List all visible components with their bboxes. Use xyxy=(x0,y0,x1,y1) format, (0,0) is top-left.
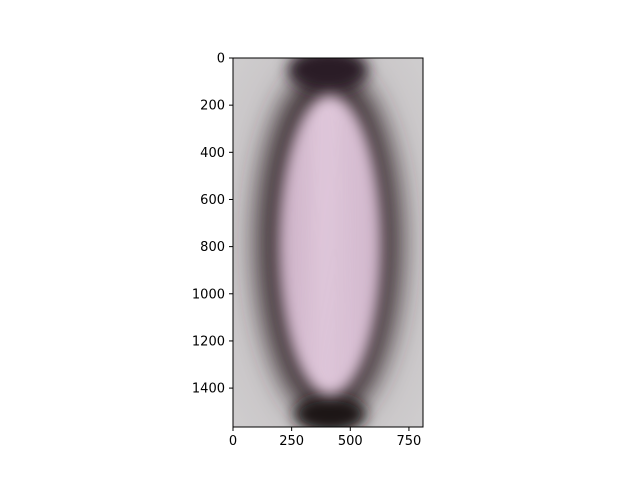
x-tick-label: 750 xyxy=(397,434,422,449)
top-polar-cap xyxy=(288,58,368,92)
y-tick-label: 1000 xyxy=(192,287,225,302)
interior-streaks xyxy=(304,99,346,396)
y-tick-label: 1400 xyxy=(192,382,225,397)
y-tick-label: 400 xyxy=(200,146,225,161)
micrograph-image xyxy=(233,58,423,427)
x-tick-label: 0 xyxy=(229,434,237,449)
bottom-polar-cap xyxy=(294,396,366,427)
x-tick-label: 500 xyxy=(338,434,363,449)
x-tick-label: 250 xyxy=(279,434,304,449)
y-tick-label: 800 xyxy=(200,240,225,255)
y-tick-label: 1200 xyxy=(192,334,225,349)
y-tick-label: 0 xyxy=(217,52,225,67)
x-axis: 0 250 500 750 xyxy=(229,427,421,449)
cell-interior xyxy=(278,95,382,395)
y-tick-label: 200 xyxy=(200,99,225,114)
axes-frame xyxy=(232,57,424,428)
y-axis: 0 200 400 600 800 1000 1200 1400 xyxy=(192,52,233,397)
y-tick-label: 600 xyxy=(200,193,225,208)
